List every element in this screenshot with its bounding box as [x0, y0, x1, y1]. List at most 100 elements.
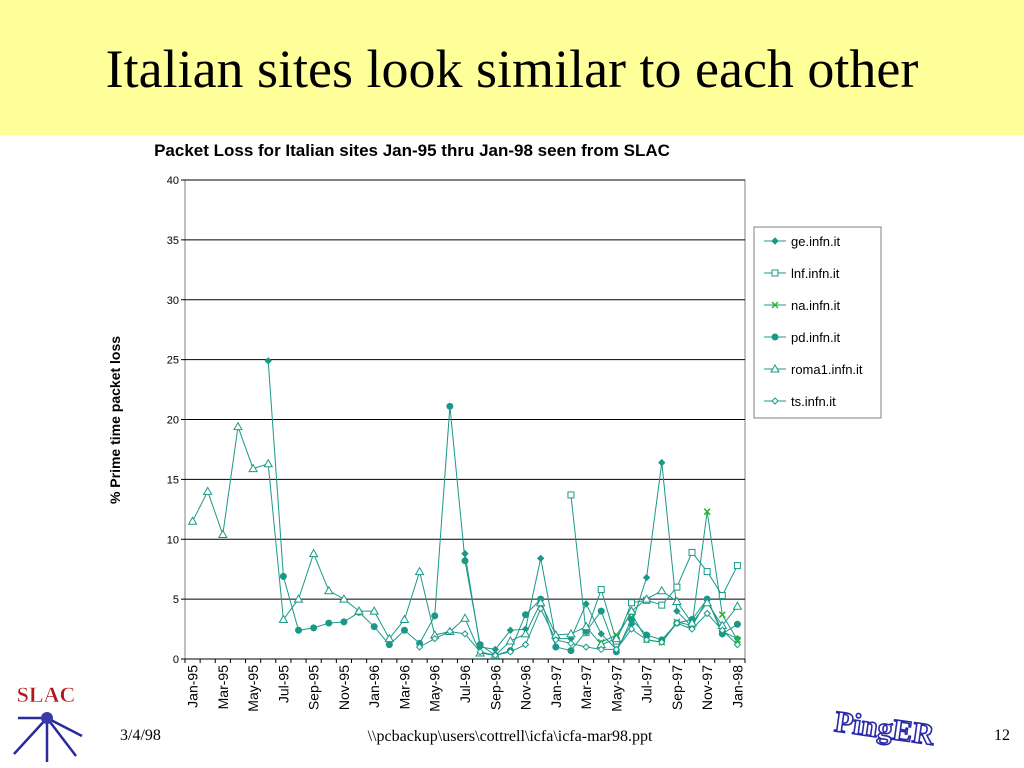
data-point — [627, 625, 636, 633]
data-point — [733, 620, 741, 628]
x-tick-label: May-95 — [245, 665, 261, 712]
data-point — [293, 594, 304, 603]
data-point — [323, 585, 334, 595]
x-tick-label: Jan-95 — [185, 665, 201, 708]
data-point — [385, 641, 393, 649]
slac-logo-text: SLAC — [17, 682, 76, 707]
data-point — [217, 529, 228, 538]
data-point — [461, 549, 469, 558]
data-point — [582, 600, 590, 608]
x-tick-label: Jul-97 — [639, 665, 655, 703]
legend-label: ge.infn.it — [791, 234, 841, 249]
data-point — [641, 594, 652, 603]
x-axis-ticks: Jan-95 Mar-95 May-95 Jul-95 Sep-95 Nov-95 Jan-… — [184, 658, 746, 712]
data-point — [415, 643, 424, 651]
data-point — [506, 626, 515, 634]
x-tick-label: May-97 — [608, 665, 624, 712]
data-point — [552, 643, 560, 651]
x-tick-label: Mar-96 — [396, 665, 412, 710]
x-tick-label: Mar-97 — [578, 665, 594, 710]
legend-label: lnf.infn.it — [791, 266, 840, 281]
data-point — [597, 645, 605, 654]
data-point — [446, 402, 454, 410]
data-point — [506, 648, 515, 656]
legend-marker — [771, 397, 779, 405]
legend-box — [753, 226, 882, 419]
data-point — [521, 640, 530, 649]
legend-marker — [770, 363, 780, 373]
data-point — [278, 614, 289, 623]
legend: ge.infn.it lnf.infn.it na.infn.it pd.infn.i… — [764, 234, 863, 409]
series-line — [570, 494, 738, 643]
data-point — [187, 516, 198, 525]
y-tick-label: 10 — [167, 534, 179, 546]
data-point — [566, 628, 576, 638]
data-point — [263, 458, 274, 468]
data-point — [567, 647, 575, 655]
data-point — [703, 568, 711, 576]
data-point — [505, 636, 516, 645]
x-tick-label: Jul-95 — [275, 665, 291, 703]
data-point — [308, 548, 319, 558]
legend-label: na.infn.it — [791, 298, 841, 313]
data-point — [264, 357, 272, 365]
data-point — [414, 566, 425, 576]
x-tick-label: Sep-97 — [669, 665, 685, 710]
data-point — [248, 463, 258, 473]
data-point — [673, 583, 681, 591]
legend-marker — [771, 237, 779, 245]
x-tick-label: Nov-96 — [518, 665, 534, 710]
data-point — [702, 597, 713, 607]
data-point — [656, 585, 667, 595]
legend-label: pd.infn.it — [791, 330, 841, 345]
data-point — [718, 611, 726, 619]
legend-marker — [771, 269, 779, 277]
data-point — [612, 645, 621, 654]
data-point — [325, 619, 333, 627]
y-tick-label: 30 — [167, 295, 179, 307]
data-point — [567, 639, 575, 648]
series-line — [419, 607, 738, 656]
data-point — [627, 615, 635, 623]
legend-label: ts.infn.it — [791, 394, 836, 409]
x-tick-label: Mar-95 — [215, 665, 231, 710]
data-point — [582, 643, 590, 651]
x-tick-label: Sep-95 — [306, 665, 322, 710]
y-tick-label: 5 — [173, 594, 179, 606]
pinger-logo: PingER — [832, 704, 938, 752]
x-tick-label: May-96 — [427, 665, 443, 712]
gridlines — [185, 179, 745, 600]
data-point — [611, 633, 622, 643]
data-point — [658, 638, 666, 646]
data-point — [642, 636, 651, 644]
data-point — [476, 648, 484, 656]
legend-marker — [771, 333, 779, 341]
x-tick-label: Jul-96 — [457, 665, 473, 703]
y-tick-label: 0 — [173, 654, 179, 666]
y-axis-label: % Prime time packet loss — [107, 336, 123, 504]
data-point — [339, 594, 349, 603]
data-point — [399, 614, 410, 623]
data-point — [202, 486, 213, 495]
data-point — [597, 586, 605, 594]
x-tick-label: Sep-96 — [487, 665, 503, 710]
data-point — [279, 572, 287, 580]
y-tick-label: 15 — [167, 474, 179, 486]
x-tick-label: Nov-97 — [699, 665, 715, 710]
data-point — [461, 630, 469, 638]
data-point — [491, 651, 499, 660]
data-point — [461, 557, 469, 565]
data-point — [310, 624, 318, 632]
y-tick-label: 35 — [167, 235, 179, 247]
y-axis-ticks: 0 5 10 15 20 25 30 35 40 — [167, 175, 185, 666]
data-point — [431, 634, 439, 643]
data-point — [431, 612, 439, 620]
data-point — [581, 621, 591, 631]
data-point — [536, 604, 545, 613]
x-tick-label: Nov-95 — [336, 665, 352, 710]
data-point — [733, 640, 742, 649]
data-point — [658, 458, 666, 467]
footer-page-number: 12 — [994, 727, 1010, 744]
footer-date: 3/4/98 — [120, 727, 161, 744]
